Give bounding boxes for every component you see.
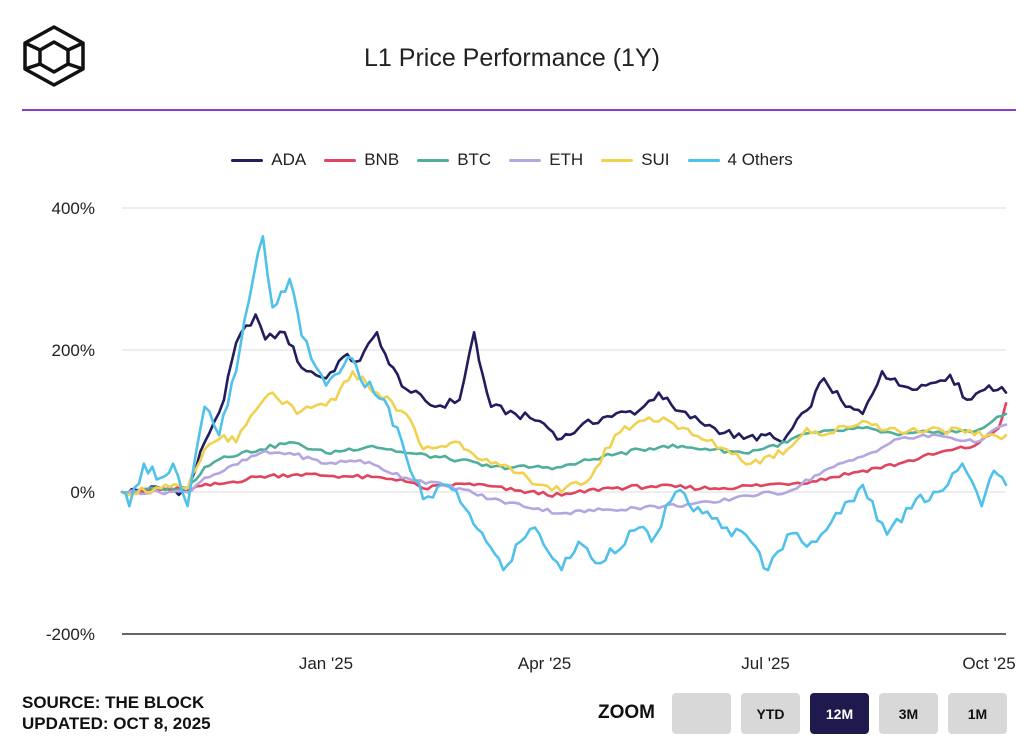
chart-legend: ADA BNB BTC ETH SUI 4 Others — [0, 150, 1024, 170]
x-tick-label: Jan '25 — [299, 654, 353, 673]
legend-item-sui[interactable]: SUI — [601, 150, 670, 170]
x-tick-label: Oct '25 — [962, 654, 1015, 673]
series-line-btc — [120, 412, 1008, 494]
legend-swatch — [601, 158, 634, 162]
legend-swatch — [231, 158, 264, 162]
legend-item-others[interactable]: 4 Others — [687, 150, 793, 170]
series-line-sui — [120, 370, 1008, 497]
series-line-4-others — [120, 235, 1008, 572]
legend-swatch — [417, 158, 450, 162]
source-note: SOURCE: THE BLOCK UPDATED: OCT 8, 2025 — [22, 692, 211, 734]
y-tick-label: 0% — [70, 483, 95, 502]
legend-item-btc[interactable]: BTC — [417, 150, 491, 170]
legend-label: BNB — [364, 150, 400, 169]
y-tick-label: 200% — [52, 341, 95, 360]
legend-item-eth[interactable]: ETH — [509, 150, 583, 170]
legend-label: 4 Others — [727, 150, 793, 169]
legend-swatch — [687, 158, 720, 162]
legend-item-ada[interactable]: ADA — [231, 150, 306, 170]
x-tick-label: Jul '25 — [741, 654, 790, 673]
legend-item-bnb[interactable]: BNB — [324, 150, 399, 170]
the-block-logo — [23, 25, 85, 87]
updated-label: UPDATED: OCT 8, 2025 — [22, 714, 211, 733]
legend-label: BTC — [457, 150, 492, 169]
legend-label: ETH — [549, 150, 584, 169]
series-line-bnb — [120, 402, 1008, 498]
zoom-button-1m[interactable]: 1M — [948, 693, 1007, 734]
zoom-button-ytd[interactable]: YTD — [741, 693, 800, 734]
title-divider — [22, 109, 1016, 111]
x-tick-label: Apr '25 — [518, 654, 571, 673]
legend-swatch — [509, 158, 542, 162]
zoom-button-3m[interactable]: 3M — [879, 693, 938, 734]
series-line-eth — [120, 423, 1008, 516]
y-tick-label: 400% — [52, 199, 95, 218]
series-line-ada — [120, 313, 1008, 497]
source-label: SOURCE: THE BLOCK — [22, 693, 205, 712]
legend-label: ADA — [271, 150, 307, 169]
y-tick-label: -200% — [46, 625, 95, 644]
chart-title: L1 Price Performance (1Y) — [364, 44, 660, 72]
legend-swatch — [324, 158, 357, 162]
legend-label: SUI — [641, 150, 670, 169]
zoom-button-all[interactable] — [672, 693, 731, 734]
zoom-label: ZOOM — [598, 702, 655, 723]
zoom-button-12m[interactable]: 12M — [810, 693, 869, 734]
